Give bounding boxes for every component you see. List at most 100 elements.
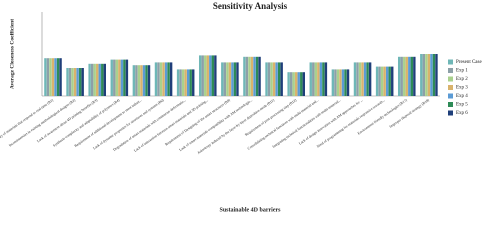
bar [358, 62, 362, 96]
bar [226, 62, 229, 96]
bar [198, 55, 202, 96]
legend-label: Exp 1 [456, 69, 468, 74]
bar [209, 55, 212, 96]
bar [120, 59, 124, 96]
bar [59, 58, 62, 96]
bar [98, 63, 101, 96]
bar [287, 72, 290, 96]
bar [181, 69, 185, 96]
bar [363, 62, 367, 96]
bar [231, 62, 234, 96]
bar [201, 55, 204, 96]
bar [319, 62, 323, 96]
bar [378, 66, 381, 96]
bar [413, 56, 416, 96]
bar [300, 72, 303, 96]
bar [154, 62, 158, 96]
bar [115, 59, 118, 96]
bar [221, 62, 224, 96]
bar [410, 56, 414, 96]
legend-label: Exp 5 [456, 103, 468, 108]
bar [400, 56, 403, 96]
bar [223, 62, 227, 96]
bar [164, 62, 168, 96]
bar [54, 58, 57, 96]
bar [81, 68, 84, 96]
bar [214, 55, 217, 96]
bar [211, 55, 215, 96]
bar [270, 62, 273, 96]
bar [253, 56, 256, 96]
bar [295, 72, 298, 96]
x-axis-label: Sustainable 4D barriers [219, 207, 281, 213]
bar [137, 65, 141, 96]
bar [425, 54, 428, 96]
bar [275, 62, 278, 96]
bar [46, 58, 50, 96]
bar [336, 69, 340, 96]
bar [88, 63, 91, 96]
legend-swatch [448, 93, 453, 99]
bar [228, 62, 232, 96]
bar [309, 62, 312, 96]
bar [176, 69, 180, 96]
bar [243, 56, 246, 96]
bar [317, 62, 320, 96]
bar [267, 62, 271, 96]
bar [147, 65, 151, 96]
bar [96, 63, 99, 96]
bar [380, 66, 384, 96]
bar [361, 62, 364, 96]
bar [113, 59, 116, 96]
bar [169, 62, 173, 96]
bar [90, 63, 94, 96]
bar [184, 69, 187, 96]
bar [71, 68, 74, 96]
bar [314, 62, 317, 96]
bar [322, 62, 325, 96]
bar [78, 68, 82, 96]
bar [135, 65, 138, 96]
bar [248, 56, 251, 96]
bar [427, 54, 431, 96]
bar [280, 62, 283, 96]
bar [250, 56, 254, 96]
bar [289, 72, 293, 96]
legend-swatch [448, 59, 453, 65]
y-axis-label: Average Closeness Coefficient [9, 19, 15, 89]
bar [356, 62, 359, 96]
legend-swatch [448, 76, 453, 82]
bar [157, 62, 160, 96]
bar [297, 72, 300, 96]
bar [258, 56, 261, 96]
bar [344, 69, 347, 96]
bar [118, 59, 121, 96]
bar [255, 56, 259, 96]
legend-swatch [448, 102, 453, 107]
chart-title: Sensitivity Analysis [213, 1, 288, 11]
bar [334, 69, 337, 96]
bar [346, 69, 350, 96]
legend-swatch [448, 85, 453, 90]
bar [408, 56, 411, 96]
bar [49, 58, 52, 96]
bar [391, 66, 394, 96]
bar [103, 63, 106, 96]
bar [265, 62, 268, 96]
bar [44, 58, 47, 96]
bar [51, 58, 55, 96]
bar [403, 56, 406, 96]
bar [331, 69, 335, 96]
bar [430, 54, 433, 96]
bar [66, 68, 69, 96]
bar [140, 65, 143, 96]
legend-swatch [448, 68, 453, 73]
legend-label: Present Case [456, 60, 482, 65]
bar [353, 62, 357, 96]
bar [375, 66, 379, 96]
bar [236, 62, 239, 96]
bar [123, 59, 126, 96]
bar [159, 62, 163, 96]
bar [245, 56, 249, 96]
bar [385, 66, 389, 96]
